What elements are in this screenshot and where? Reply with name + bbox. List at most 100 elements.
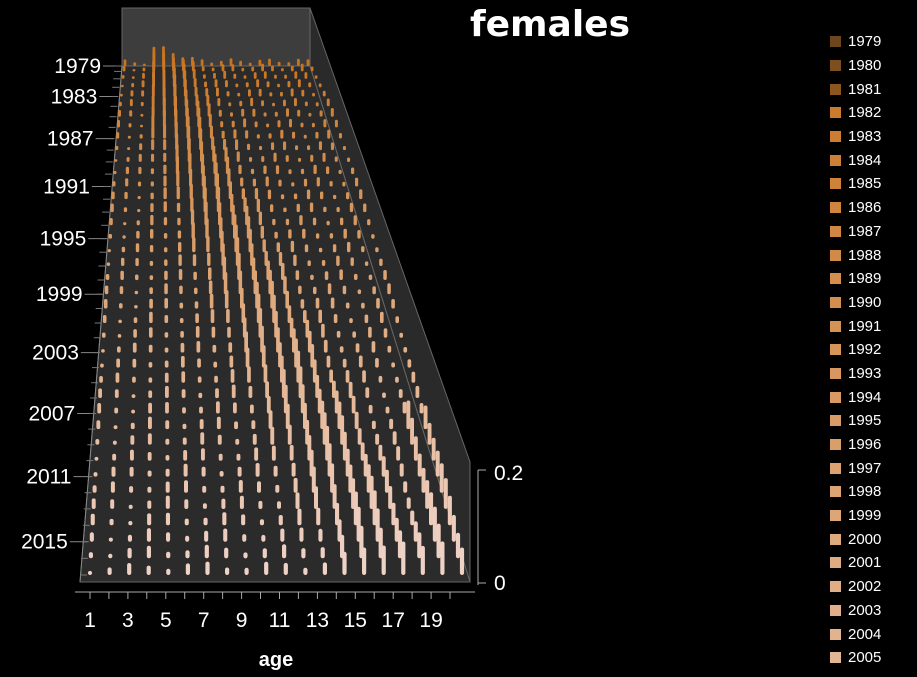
bar <box>199 406 203 414</box>
bar <box>315 102 319 107</box>
bar <box>138 166 142 175</box>
bar <box>440 541 445 575</box>
bar <box>120 270 124 280</box>
bar <box>164 259 168 266</box>
bar <box>330 108 334 117</box>
bar <box>133 317 138 323</box>
bar <box>219 471 224 477</box>
bar <box>99 376 103 383</box>
bar <box>107 249 111 253</box>
bar <box>333 194 337 200</box>
bar <box>334 156 338 162</box>
bar <box>132 376 136 383</box>
bar <box>268 58 271 66</box>
bar <box>289 444 294 461</box>
bar <box>111 191 115 200</box>
y-tick-label: 1991 <box>43 176 90 199</box>
bar <box>308 112 312 117</box>
bar <box>275 484 280 493</box>
bar <box>91 498 96 509</box>
bar <box>151 139 155 151</box>
bar <box>164 360 169 368</box>
bar <box>149 260 154 266</box>
bar <box>271 445 276 461</box>
bar <box>435 450 440 477</box>
bar <box>100 363 104 368</box>
bar <box>103 299 108 309</box>
x-tick-label: 3 <box>122 609 134 632</box>
bar <box>150 214 154 226</box>
bar <box>447 495 452 526</box>
bar <box>389 418 394 430</box>
bar <box>148 390 153 398</box>
bar <box>127 147 131 151</box>
bar <box>330 142 334 151</box>
bar <box>321 323 325 338</box>
bar <box>293 254 297 266</box>
bar <box>208 113 212 128</box>
bar <box>148 362 153 368</box>
bar <box>127 563 132 575</box>
legend-swatch <box>830 320 841 332</box>
bar <box>362 370 366 383</box>
bar <box>223 528 228 542</box>
bar <box>304 72 308 79</box>
bar <box>343 228 347 239</box>
bar <box>115 145 119 151</box>
bar <box>285 403 290 430</box>
bar <box>295 492 300 509</box>
bar <box>224 290 229 309</box>
legend-swatch <box>830 557 841 569</box>
bar <box>112 181 116 187</box>
bar <box>318 247 323 253</box>
bar <box>314 486 318 509</box>
bar <box>257 481 261 493</box>
bar <box>184 499 189 509</box>
bar <box>122 65 126 72</box>
bar <box>365 387 370 398</box>
left-axis-line <box>79 65 123 583</box>
bar <box>371 420 376 430</box>
bar <box>349 202 354 213</box>
legend-item: 1984 <box>830 148 881 172</box>
bar <box>148 377 153 383</box>
bar <box>102 315 107 323</box>
bar <box>284 74 287 79</box>
bar <box>115 372 120 383</box>
bar <box>388 486 393 509</box>
bar <box>164 315 169 323</box>
bar <box>312 92 315 97</box>
bar <box>140 124 143 128</box>
bar <box>126 157 130 162</box>
x-tick-label: 7 <box>198 609 210 632</box>
bar <box>166 551 171 559</box>
bar <box>329 181 333 187</box>
bar <box>406 400 411 430</box>
bar <box>336 207 340 213</box>
bar <box>226 91 230 97</box>
legend-swatch <box>830 202 841 214</box>
bar <box>324 271 329 280</box>
bar <box>182 407 186 414</box>
bar <box>455 532 461 559</box>
bar <box>196 341 201 353</box>
bar <box>318 309 322 323</box>
bar <box>121 75 125 79</box>
legend-label: 1985 <box>848 175 882 193</box>
legend-label: 1983 <box>848 128 882 146</box>
bar <box>271 65 274 72</box>
bar <box>277 120 281 128</box>
bar <box>190 197 194 213</box>
bar <box>122 235 126 239</box>
bar <box>280 528 285 542</box>
bar <box>200 432 205 445</box>
bar <box>183 463 188 477</box>
legend-item: 1980 <box>830 54 881 78</box>
bar <box>283 276 287 295</box>
bar <box>277 83 280 88</box>
bar <box>179 318 184 324</box>
bar <box>147 452 152 461</box>
legend-swatch <box>830 83 841 95</box>
bar <box>142 72 145 79</box>
bar <box>259 145 263 151</box>
